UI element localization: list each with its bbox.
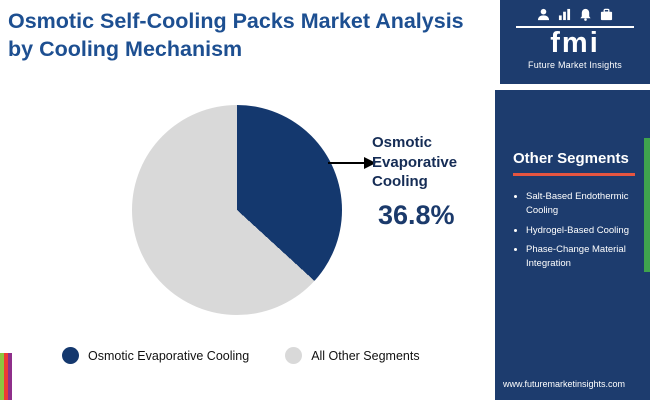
website-url: www.futuremarketinsights.com [503,379,626,389]
list-item: Hydrogel-Based Cooling [526,224,638,238]
edge-accent-strip [644,138,650,272]
brand-logo: fmi Future Market Insights [500,0,650,84]
list-item: Phase-Change Material Integration [526,243,638,272]
briefcase-icon [600,8,613,21]
legend-label: All Other Segments [311,348,420,363]
bell-icon [580,8,591,21]
stripe-green [0,353,4,400]
chart-legend: Osmotic Evaporative Cooling All Other Se… [62,347,420,364]
chart-panel: Osmotic Self-Cooling Packs Market Analys… [0,9,464,400]
legend-swatch-primary [62,347,79,364]
stripe-red [4,353,8,400]
pie-chart [132,105,342,315]
sidebar-heading: Other Segments [513,150,629,167]
callout-label: Osmotic Evaporative Cooling [372,134,458,190]
brand-corner-stripes [0,353,12,400]
heading-accent-rule [513,173,635,176]
person-icon [537,8,550,21]
logo-pictograms [500,7,650,22]
other-segments-panel: Other Segments Salt-Based Endothermic Co… [495,90,650,400]
callout-arrow-icon [328,157,376,169]
chart-icon [558,8,571,21]
logo-wordmark: fmi [550,27,600,59]
legend-swatch-secondary [285,347,303,364]
callout-value: 36.8% [378,200,455,230]
logo-divider [516,26,634,28]
legend-item: All Other Segments [285,347,420,364]
page-title: Osmotic Self-Cooling Packs Market Analys… [8,9,464,61]
stripe-purple [8,353,12,400]
legend-label: Osmotic Evaporative Cooling [88,348,250,363]
other-segments-list: Salt-Based Endothermic Cooling Hydrogel-… [513,190,638,271]
logo-tagline: Future Market Insights [528,60,622,71]
legend-item: Osmotic Evaporative Cooling [62,347,249,364]
list-item: Salt-Based Endothermic Cooling [526,190,638,219]
